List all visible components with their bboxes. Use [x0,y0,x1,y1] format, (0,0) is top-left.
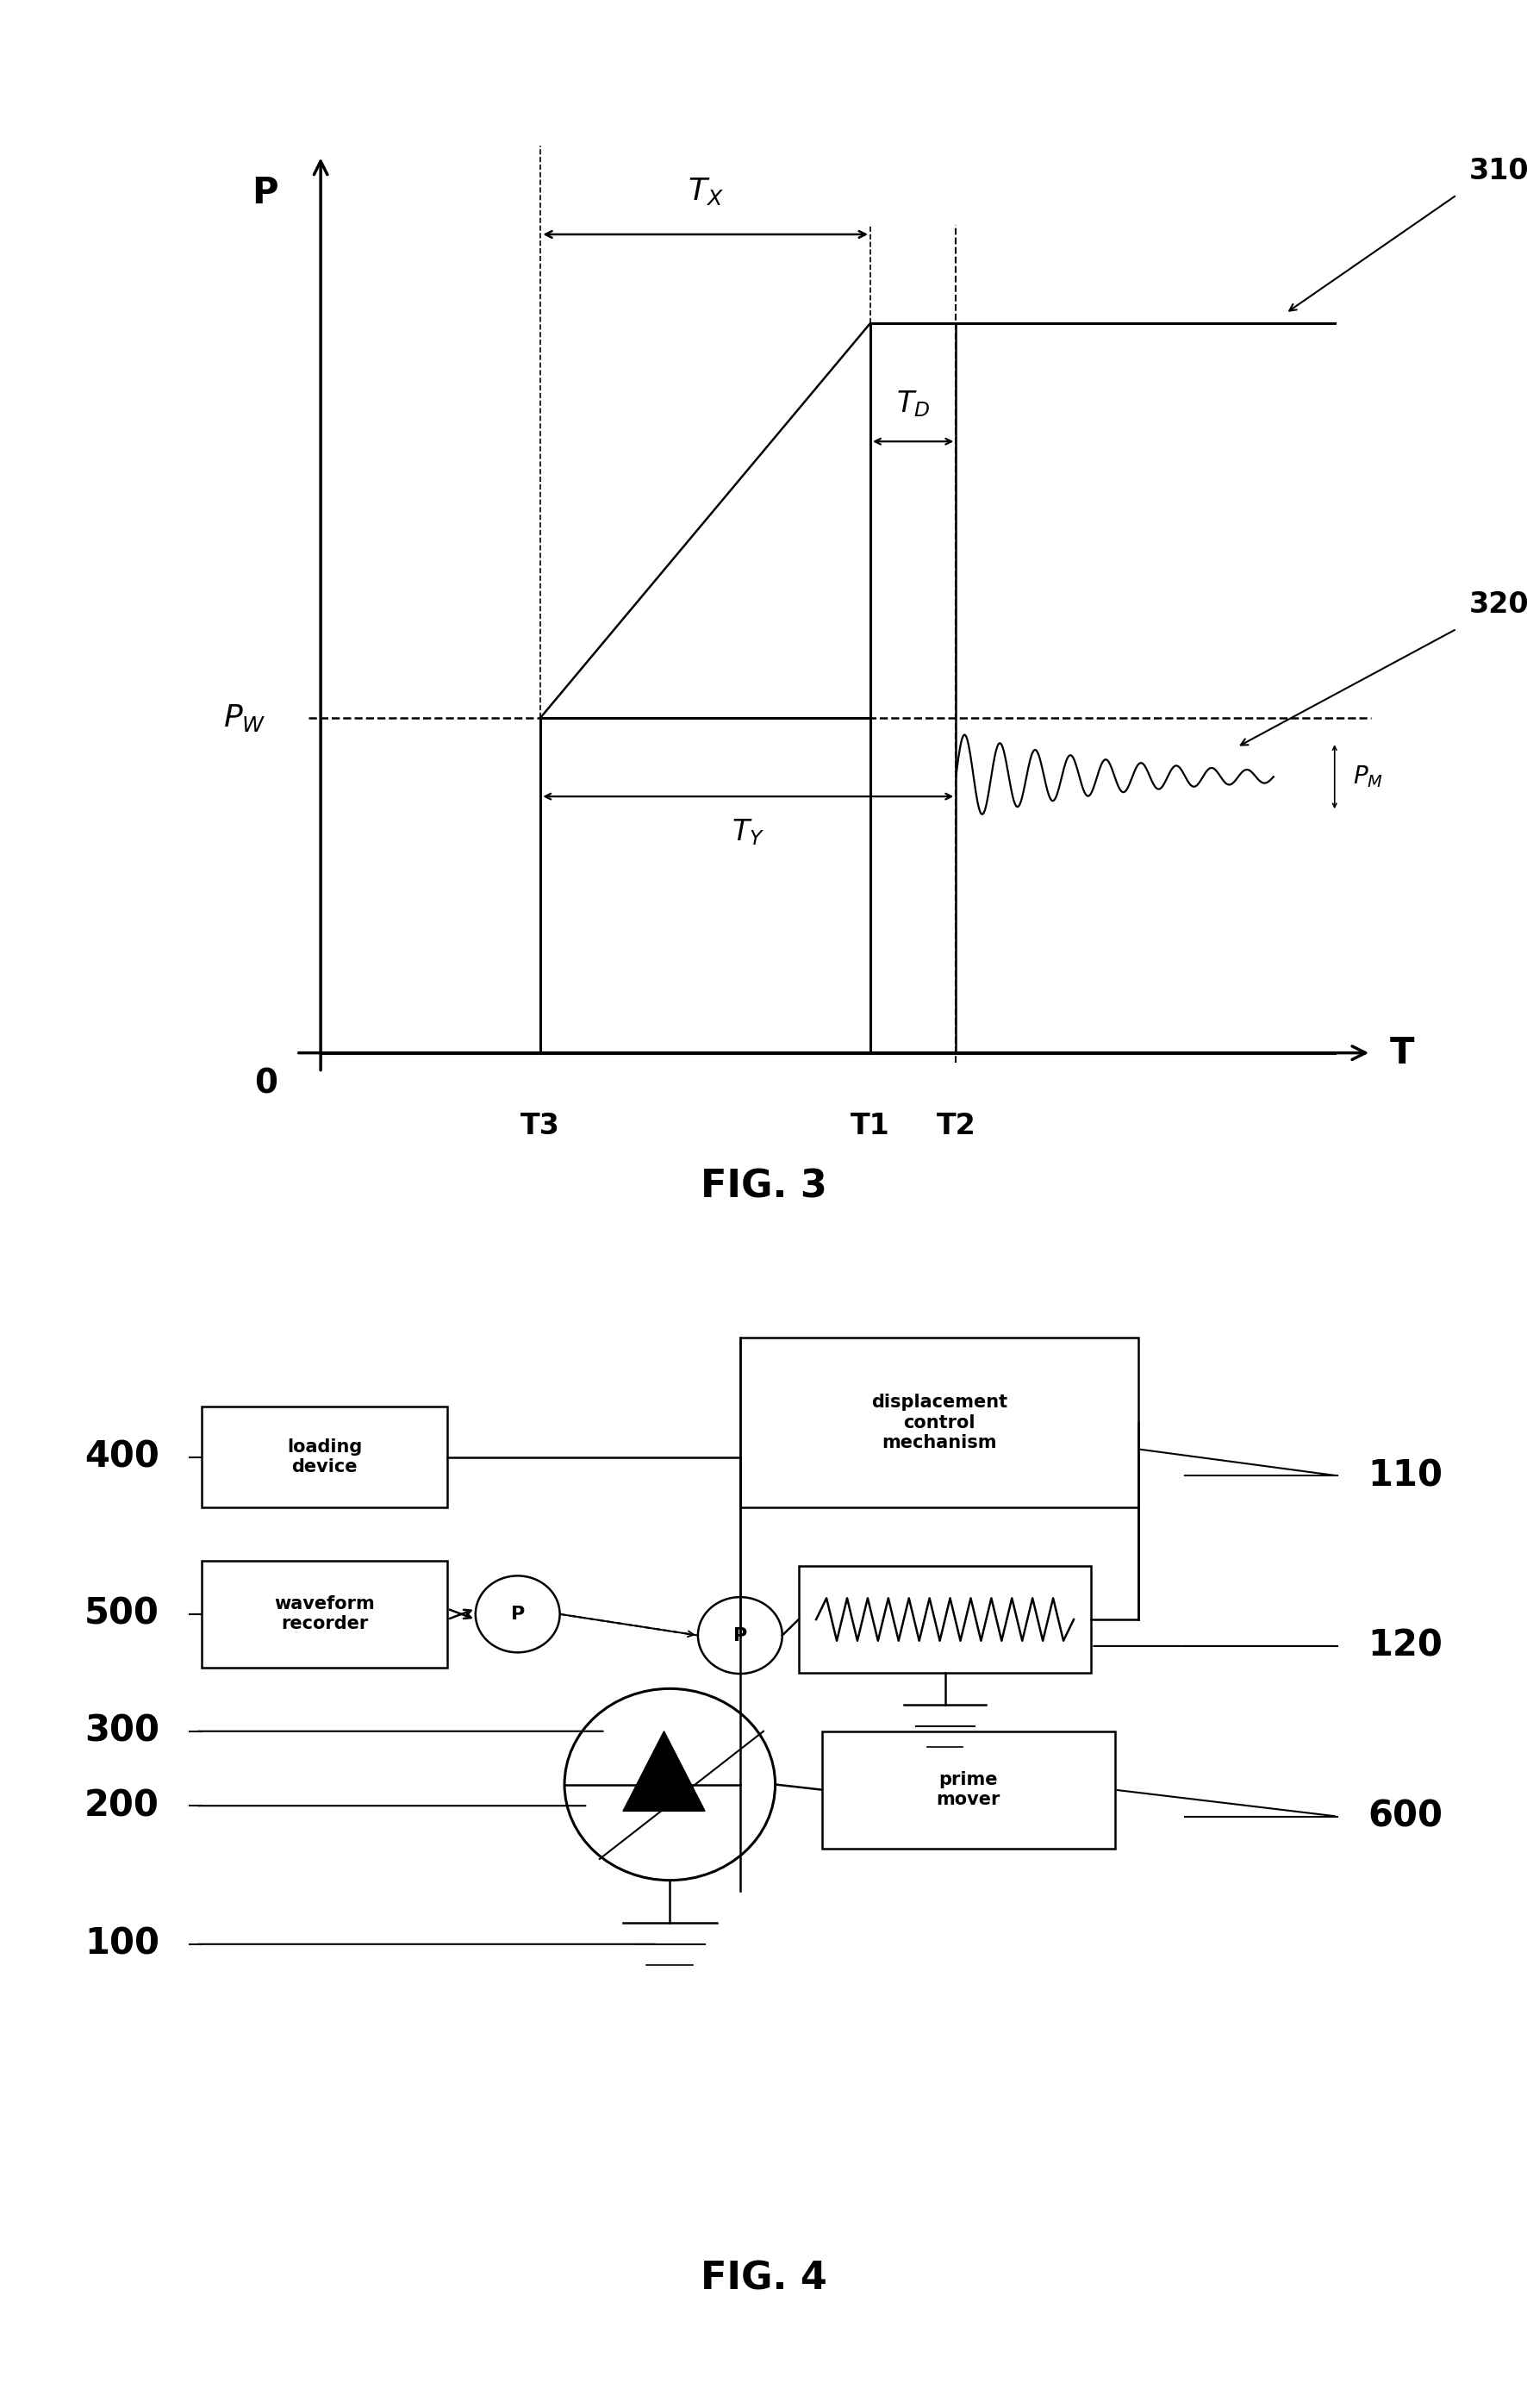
Text: 110: 110 [1368,1457,1443,1493]
Text: P: P [252,176,278,212]
Text: 320: 320 [1469,590,1527,619]
Text: $T_X$: $T_X$ [687,176,724,207]
Text: displacement
control
mechanism: displacement control mechanism [870,1394,1008,1452]
Bar [799,1565,1092,1674]
Text: 600: 600 [1368,1799,1443,1835]
Text: FIG. 4: FIG. 4 [701,2261,826,2297]
Text: T2: T2 [936,1112,976,1141]
Text: 200: 200 [84,1787,159,1823]
Text: 500: 500 [84,1597,159,1633]
Text: prime
mover: prime mover [936,1772,1000,1808]
Text: $T_Y$: $T_Y$ [731,819,765,848]
Bar [202,1406,447,1507]
Text: T1: T1 [851,1112,890,1141]
Text: P: P [733,1628,747,1645]
Text: $P_W$: $P_W$ [223,703,266,732]
Text: 120: 120 [1368,1628,1443,1664]
Text: 300: 300 [84,1712,159,1748]
Text: T3: T3 [521,1112,560,1141]
Bar [741,1336,1138,1507]
Text: FIG. 3: FIG. 3 [701,1168,826,1204]
Bar [202,1560,447,1666]
Text: $T_D$: $T_D$ [896,388,930,419]
Text: loading
device: loading device [287,1438,362,1476]
Bar [822,1731,1115,1849]
Text: T: T [1390,1035,1414,1072]
Text: 0: 0 [255,1067,278,1100]
Text: waveform
recorder: waveform recorder [275,1597,374,1633]
Text: P: P [510,1606,525,1623]
Text: 310: 310 [1469,157,1527,185]
Polygon shape [623,1731,705,1811]
Text: 400: 400 [84,1440,159,1476]
Text: $P_M$: $P_M$ [1353,763,1383,790]
Text: 100: 100 [84,1926,159,1963]
